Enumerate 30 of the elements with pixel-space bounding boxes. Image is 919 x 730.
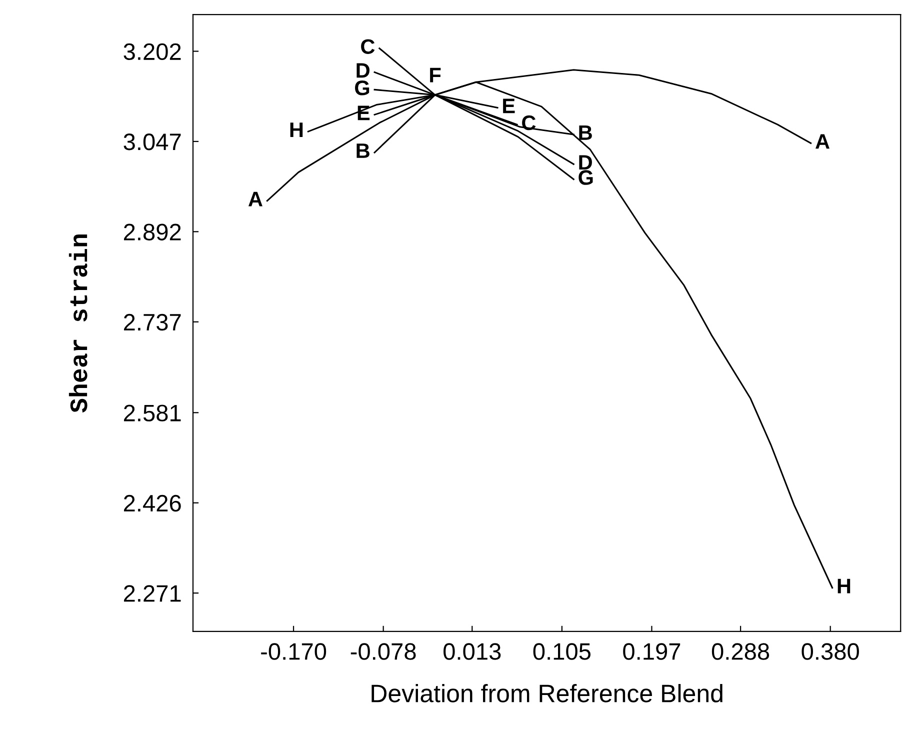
series-label: C (361, 39, 375, 54)
y-axis-title: Shear strain (68, 234, 88, 413)
x-tick-label: -0.170 (261, 643, 326, 660)
series-label: B (356, 144, 370, 158)
series-label: G (578, 170, 593, 185)
series-label: H (838, 578, 850, 594)
text: E (503, 98, 515, 114)
series-label: A (816, 134, 830, 149)
x-tick-label: 0.380 (802, 643, 859, 660)
y-tick-label: 2.581 (124, 404, 181, 422)
text: A (248, 192, 262, 206)
y-tick-label: 2.271 (124, 585, 181, 602)
x-axis-title: Deviation from Reference Blend (372, 684, 722, 702)
x-tick-label: 0.105 (533, 643, 590, 660)
series-label: E (358, 106, 370, 120)
text: B (579, 126, 592, 140)
text: H (290, 122, 303, 137)
y-tick-label: 3.202 (124, 43, 181, 60)
y-tick-label: 2.892 (124, 224, 181, 240)
y-tick-label: 2.737 (124, 314, 181, 331)
y-tick-label: 2.426 (124, 494, 181, 512)
annotation: F (430, 68, 441, 82)
x-tick-label: 0.197 (623, 643, 680, 660)
y-tick-label: 3.047 (124, 134, 181, 150)
text: D (579, 155, 592, 170)
x-tick-label: -0.078 (350, 643, 416, 660)
x-tick-label: 0.288 (712, 643, 770, 660)
text: G (355, 80, 370, 96)
x-tick-label: 0.013 (444, 643, 501, 660)
series-label: D (356, 63, 370, 78)
